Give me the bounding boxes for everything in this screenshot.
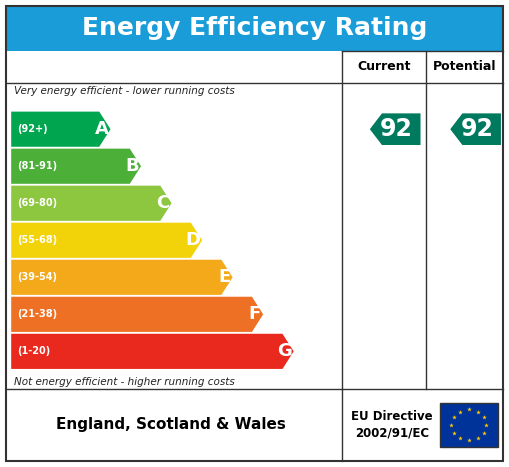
Text: (21-38): (21-38) — [17, 309, 58, 319]
Text: Very energy efficient - lower running costs: Very energy efficient - lower running co… — [14, 86, 235, 96]
Text: G: G — [277, 342, 292, 361]
Bar — [440, 403, 498, 447]
Polygon shape — [11, 186, 172, 221]
Text: Not energy efficient - higher running costs: Not energy efficient - higher running co… — [14, 377, 235, 387]
Bar — [6, 6, 503, 51]
Text: C: C — [156, 194, 169, 212]
Text: E: E — [218, 269, 231, 286]
Polygon shape — [11, 223, 202, 258]
Text: (81-91): (81-91) — [17, 161, 58, 171]
Text: (39-54): (39-54) — [17, 272, 58, 282]
Text: Potential: Potential — [433, 60, 496, 73]
Text: 92: 92 — [461, 117, 494, 141]
Text: EU Directive
2002/91/EC: EU Directive 2002/91/EC — [351, 410, 433, 440]
Text: D: D — [185, 231, 200, 249]
Text: (1-20): (1-20) — [17, 347, 50, 356]
Text: (55-68): (55-68) — [17, 235, 58, 245]
Text: A: A — [95, 120, 108, 138]
Text: Current: Current — [357, 60, 411, 73]
Text: 92: 92 — [380, 117, 413, 141]
Polygon shape — [450, 113, 501, 145]
Polygon shape — [370, 113, 420, 145]
Polygon shape — [11, 112, 110, 147]
Polygon shape — [11, 149, 141, 184]
Polygon shape — [11, 334, 294, 369]
Text: (92+): (92+) — [17, 124, 48, 134]
Text: Energy Efficiency Rating: Energy Efficiency Rating — [82, 16, 427, 40]
Text: England, Scotland & Wales: England, Scotland & Wales — [56, 417, 286, 432]
Polygon shape — [11, 297, 263, 332]
Text: F: F — [249, 305, 261, 323]
Text: (69-80): (69-80) — [17, 198, 58, 208]
Text: B: B — [125, 157, 139, 175]
Polygon shape — [11, 260, 233, 295]
